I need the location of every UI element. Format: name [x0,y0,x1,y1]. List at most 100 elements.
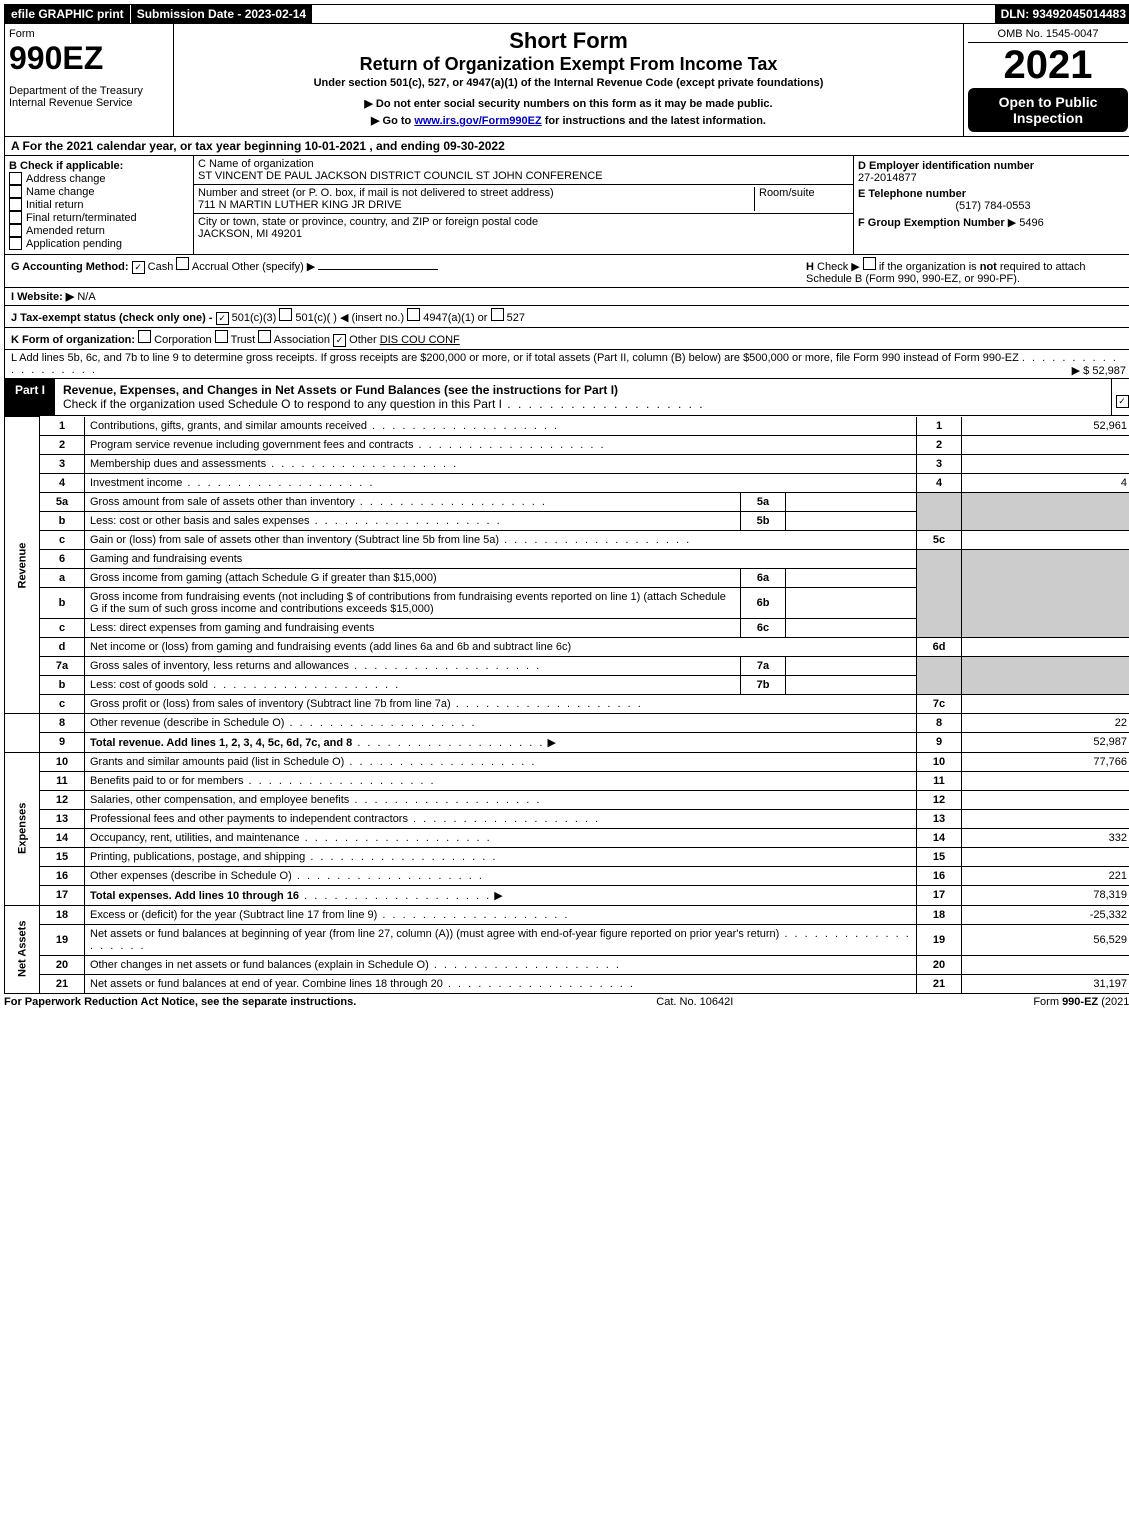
h-text: H Check ▶ if the organization is not req… [806,257,1126,285]
line-j-tax-status: J Tax-exempt status (check only one) - ✓… [4,306,1129,328]
form-header: Form 990EZ Department of the Treasury In… [4,24,1129,137]
omb-number: OMB No. 1545-0047 [968,28,1128,43]
checkbox-schedule-o-part1[interactable]: ✓ [1116,395,1129,408]
org-address: 711 N MARTIN LUTHER KING JR DRIVE [198,199,754,211]
website-value: N/A [77,291,95,303]
line-20-value [962,955,1129,974]
irs-label: Internal Revenue Service [9,97,169,109]
instruction-link: ▶ Go to www.irs.gov/Form990EZ for instru… [178,114,959,127]
line-i-website: I Website: ▶ N/A [4,288,1129,306]
section-d-ein: D Employer identification number 27-2014… [853,156,1129,254]
line-13-value [962,809,1129,828]
part-1-table: Revenue 1 Contributions, gifts, grants, … [4,416,1129,994]
c-label: C Name of organization [198,158,849,170]
line-6a-value [786,568,917,587]
irs-link[interactable]: www.irs.gov/Form990EZ [414,115,541,127]
line-5b-value [786,511,917,530]
phone-value: (517) 784-0553 [858,200,1128,212]
part-1-check-text: Check if the organization used Schedule … [63,397,502,411]
section-a-tax-year: A For the 2021 calendar year, or tax yea… [4,137,1129,156]
line-14-value: 332 [962,828,1129,847]
checkbox-amended[interactable] [9,224,22,237]
other-org-value: DIS COU CONF [380,334,460,346]
footer-paperwork: For Paperwork Reduction Act Notice, see … [4,996,356,1008]
line-7c-value [962,694,1129,713]
checkbox-initial-return[interactable] [9,198,22,211]
part-1-header: Part I Revenue, Expenses, and Changes in… [4,379,1129,416]
ein-value: 27-2014877 [858,172,1128,184]
line-8-value: 22 [962,713,1129,732]
form-word: Form [9,28,169,40]
other-specify-input[interactable] [318,269,438,270]
title-short-form: Short Form [178,28,959,54]
line-10-value: 77,766 [962,752,1129,771]
checkbox-trust[interactable] [215,330,228,343]
expenses-side-label: Expenses [5,752,40,905]
line-2-value [962,435,1129,454]
line-15-value [962,847,1129,866]
dln-label: DLN: 93492045014483 [995,5,1129,23]
line-4-value: 4 [962,473,1129,492]
line-17-value: 78,319 [962,885,1129,905]
line-3-value [962,454,1129,473]
section-b-checkboxes: B Check if applicable: Address change Na… [5,156,194,254]
checkbox-association[interactable] [258,330,271,343]
addr-label: Number and street (or P. O. box, if mail… [198,187,754,199]
checkbox-other-org[interactable]: ✓ [333,334,346,347]
b-title: B Check if applicable: [9,160,189,172]
subtitle: Under section 501(c), 527, or 4947(a)(1)… [178,77,959,89]
page-footer: For Paperwork Reduction Act Notice, see … [4,994,1129,1010]
checkbox-name-change[interactable] [9,185,22,198]
gross-receipts-amount: ▶ $ 52,987 [1072,364,1126,377]
form-code: 990EZ [9,40,169,77]
checkbox-accrual[interactable] [176,257,189,270]
city-label: City or town, state or province, country… [198,216,849,228]
line-1-value: 52,961 [962,417,1129,436]
g-label: G Accounting Method: [11,261,129,273]
line-7b-value [786,675,917,694]
line-18-value: -25,332 [962,905,1129,924]
instruction-ssn: ▶ Do not enter social security numbers o… [178,97,959,110]
line-5c-value [962,530,1129,549]
line-6b-value [786,587,917,618]
checkbox-corporation[interactable] [138,330,151,343]
section-c-org: C Name of organization ST VINCENT DE PAU… [194,156,853,254]
title-return: Return of Organization Exempt From Incom… [178,54,959,75]
checkbox-schedule-b[interactable] [863,257,876,270]
top-bar: efile GRAPHIC print Submission Date - 20… [4,4,1129,24]
line-k-org-form: K Form of organization: Corporation Trus… [4,328,1129,350]
part-1-label: Part I [5,379,55,415]
checkbox-4947a1[interactable] [407,308,420,321]
line-9-value: 52,987 [962,732,1129,752]
checkbox-pending[interactable] [9,237,22,250]
org-info-grid: B Check if applicable: Address change Na… [4,156,1129,255]
checkbox-527[interactable] [491,308,504,321]
line-g-h: G Accounting Method: ✓ Cash Accrual Othe… [4,255,1129,288]
footer-form-id: Form 990-EZ (2021) [1033,996,1129,1008]
netassets-side-label: Net Assets [5,905,40,993]
revenue-side-label: Revenue [5,417,40,714]
line-16-value: 221 [962,866,1129,885]
efile-print-label[interactable]: efile GRAPHIC print [5,5,130,23]
open-to-public-badge: Open to Public Inspection [968,88,1128,132]
checkbox-address-change[interactable] [9,172,22,185]
submission-date: Submission Date - 2023-02-14 [130,5,312,23]
org-name: ST VINCENT DE PAUL JACKSON DISTRICT COUN… [198,170,849,182]
checkbox-501c[interactable] [279,308,292,321]
line-12-value [962,790,1129,809]
line-6c-value [786,618,917,637]
group-exemption-value: ▶ 5496 [1008,217,1044,229]
e-label: E Telephone number [858,188,1128,200]
part-1-title: Revenue, Expenses, and Changes in Net As… [63,383,618,397]
line-11-value [962,771,1129,790]
line-6d-value [962,637,1129,656]
checkbox-final-return[interactable] [9,211,22,224]
org-city: JACKSON, MI 49201 [198,228,849,240]
line-l-gross-receipts: L Add lines 5b, 6c, and 7b to line 9 to … [4,350,1129,379]
checkbox-cash[interactable]: ✓ [132,261,145,274]
f-label: F Group Exemption Number [858,217,1005,229]
line-7a-value [786,656,917,675]
footer-cat-no: Cat. No. 10642I [656,996,733,1008]
checkbox-501c3[interactable]: ✓ [216,312,229,325]
room-suite-label: Room/suite [754,187,849,211]
